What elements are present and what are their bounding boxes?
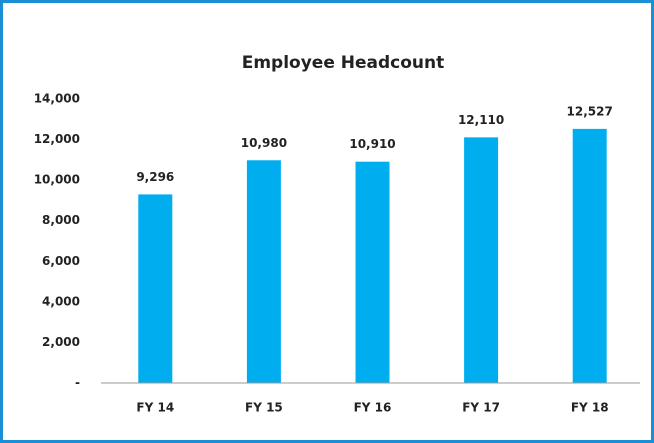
x-tick-label: FY 18 — [571, 401, 609, 415]
value-label: 12,110 — [458, 113, 504, 127]
bar — [464, 137, 499, 383]
value-label: 10,980 — [241, 136, 287, 150]
value-label: 12,527 — [567, 104, 613, 118]
x-tick-label: FY 16 — [354, 401, 392, 415]
x-tick-label: FY 17 — [462, 401, 500, 415]
y-tick-label: 12,000 — [34, 132, 80, 146]
value-label: 10,910 — [349, 137, 395, 151]
chart-title: Employee Headcount — [242, 53, 445, 73]
y-tick-label: 8,000 — [42, 213, 80, 227]
x-tick-label: FY 15 — [245, 401, 283, 415]
value-label: 9,296 — [136, 170, 174, 184]
y-tick-label: 2,000 — [42, 335, 80, 349]
y-tick-label: 14,000 — [34, 92, 80, 106]
y-tick-label: 4,000 — [42, 294, 80, 308]
bar — [246, 160, 281, 383]
y-tick-label: - — [75, 376, 80, 390]
y-tick-label: 10,000 — [34, 173, 80, 187]
bar — [572, 128, 607, 383]
bar — [138, 194, 173, 383]
bar — [355, 161, 390, 383]
x-tick-label: FY 14 — [136, 401, 174, 415]
y-tick-label: 6,000 — [42, 254, 80, 268]
